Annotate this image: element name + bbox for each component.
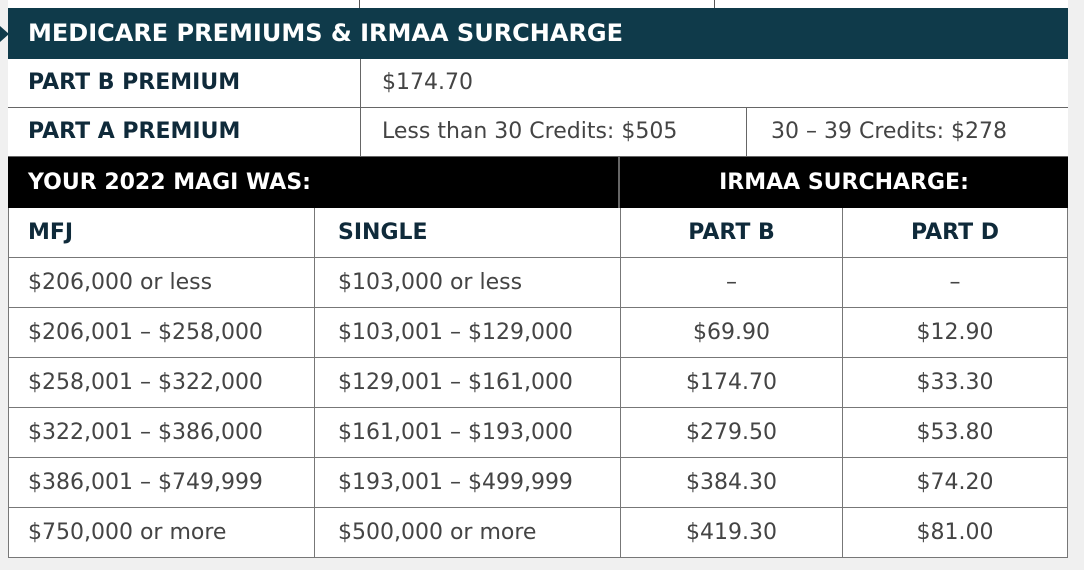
part-d-cell: $81.00 (916, 520, 994, 545)
table-title-bar: MEDICARE PREMIUMS & IRMAA SURCHARGE (0, 8, 1068, 59)
column-header-part-b: PART B (621, 208, 843, 257)
part-b-label: PART B PREMIUM (8, 59, 361, 107)
part-a-value-under-30: Less than 30 Credits: $505 (361, 108, 747, 156)
single-cell: $103,000 or less (315, 258, 621, 307)
mfj-cell: $386,001 – $749,999 (9, 458, 315, 507)
part-d-cell: $33.30 (916, 370, 994, 395)
part-d-cell: $74.20 (916, 470, 994, 495)
table-row: $258,001 – $322,000 $129,001 – $161,000 … (8, 358, 1068, 408)
part-b-value: $174.70 (382, 70, 473, 95)
irmaa-header: IRMAA SURCHARGE: (719, 170, 969, 195)
part-d-cell: $12.90 (916, 320, 994, 345)
part-b-row: PART B PREMIUM $174.70 (8, 59, 1068, 108)
title-notch (0, 26, 9, 42)
table-row: $386,001 – $749,999 $193,001 – $499,999 … (8, 458, 1068, 508)
single-cell: $193,001 – $499,999 (315, 458, 621, 507)
table-title: MEDICARE PREMIUMS & IRMAA SURCHARGE (28, 19, 624, 47)
part-b-cell: $279.50 (621, 408, 843, 457)
single-cell: $129,001 – $161,000 (315, 358, 621, 407)
part-a-value-30-39: 30 – 39 Credits: $278 (771, 119, 1007, 144)
table-row: $750,000 or more $500,000 or more $419.3… (8, 508, 1068, 558)
mfj-cell: $206,000 or less (9, 258, 315, 307)
column-header-part-d: PART D (910, 220, 999, 245)
part-a-label: PART A PREMIUM (8, 108, 361, 156)
column-header-mfj: MFJ (9, 208, 315, 257)
single-cell: $161,001 – $193,000 (315, 408, 621, 457)
top-strip (8, 0, 1068, 8)
mfj-cell: $322,001 – $386,000 (9, 408, 315, 457)
column-header-row: MFJ SINGLE PART B PART D (8, 208, 1068, 258)
mfj-cell: $206,001 – $258,000 (9, 308, 315, 357)
divider (714, 0, 715, 8)
part-d-cell: – (949, 270, 961, 295)
part-b-cell: – (621, 258, 843, 307)
part-b-cell: $174.70 (621, 358, 843, 407)
magi-header: YOUR 2022 MAGI WAS: (8, 157, 620, 208)
part-a-row: PART A PREMIUM Less than 30 Credits: $50… (8, 108, 1068, 157)
mfj-cell: $750,000 or more (9, 508, 315, 557)
part-d-cell: $53.80 (916, 420, 994, 445)
single-cell: $500,000 or more (315, 508, 621, 557)
column-header-single: SINGLE (315, 208, 621, 257)
divider (359, 0, 360, 8)
premium-table: MEDICARE PREMIUMS & IRMAA SURCHARGE PART… (0, 8, 1068, 558)
table-row: $322,001 – $386,000 $161,001 – $193,000 … (8, 408, 1068, 458)
single-cell: $103,001 – $129,000 (315, 308, 621, 357)
part-b-cell: $384.30 (621, 458, 843, 507)
table-row: $206,001 – $258,000 $103,001 – $129,000 … (8, 308, 1068, 358)
table-row: $206,000 or less $103,000 or less – – (8, 258, 1068, 308)
mfj-cell: $258,001 – $322,000 (9, 358, 315, 407)
part-b-cell: $69.90 (621, 308, 843, 357)
part-b-cell: $419.30 (621, 508, 843, 557)
section-header: YOUR 2022 MAGI WAS: IRMAA SURCHARGE: (8, 157, 1068, 208)
